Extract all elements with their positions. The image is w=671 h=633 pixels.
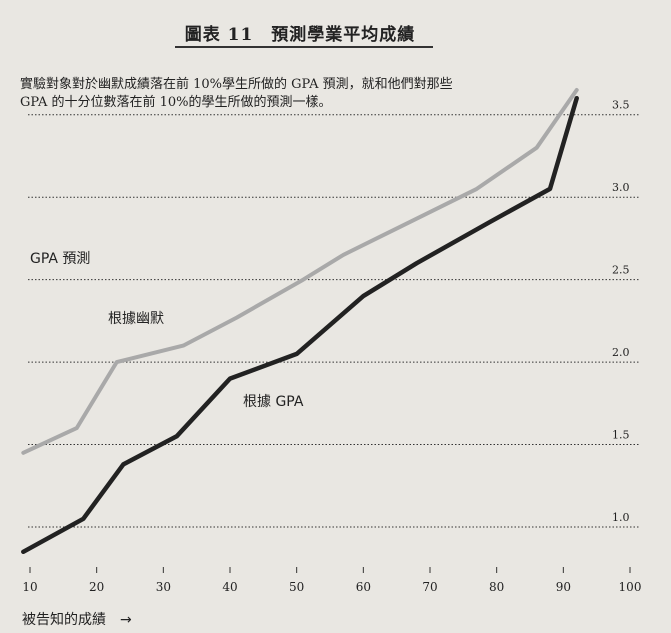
caption-line-1: 實驗對象對於幽默成績落在前 10%學生所做的 GPA 預測，就和他們對那些: [20, 77, 453, 92]
x-tick-label: 40: [222, 580, 237, 594]
series-line-humor: [21, 88, 579, 455]
x-tick-label: 60: [356, 580, 371, 594]
annotation-humor: 根據幽默: [108, 311, 164, 327]
annotation-gpa: 根據 GPA: [243, 394, 304, 410]
figure-title-text: 圖表 11 預測學業平均成績: [184, 25, 416, 45]
figure-caption: 實驗對象對於幽默成績落在前 10%學生所做的 GPA 預測，就和他們對那些 GP…: [20, 76, 620, 112]
title-underline: [175, 46, 433, 48]
figure-title: 圖表 11 預測學業平均成績: [0, 20, 600, 48]
x-tick-label: 10: [22, 580, 37, 594]
x-tick-label: 30: [156, 580, 171, 594]
y-tick-label: 2.5: [612, 264, 630, 277]
series-line-gpa: [21, 95, 579, 555]
y-tick-label: 3.5: [612, 99, 630, 112]
x-tick-label: 100: [619, 580, 642, 594]
caption-line-2: GPA 的十分位數落在前 10%的學生所做的預測一樣。: [20, 95, 332, 110]
y-tick-label: 2.0: [612, 346, 630, 359]
x-tick-label: 70: [422, 580, 437, 594]
series-lines: [21, 88, 579, 555]
grid-lines: [28, 114, 640, 528]
x-axis: 10 20 30 40 50 60 70 80 90 100: [22, 567, 641, 594]
x-tick-label: 50: [289, 580, 304, 594]
y-tick-label: 1.0: [612, 511, 630, 524]
x-axis-label: 被告知的成績 →: [22, 611, 132, 628]
x-tick-label: 90: [556, 580, 571, 594]
y-tick-label: 1.5: [612, 429, 630, 442]
x-tick-label: 80: [489, 580, 504, 594]
y-tick-label: 3.0: [612, 181, 630, 194]
annotation-gpa-prediction: GPA 預測: [30, 251, 90, 267]
x-tick-label: 20: [89, 580, 104, 594]
y-tick-labels: 1.0 1.5 2.0 2.5 3.0 3.5: [612, 99, 630, 524]
